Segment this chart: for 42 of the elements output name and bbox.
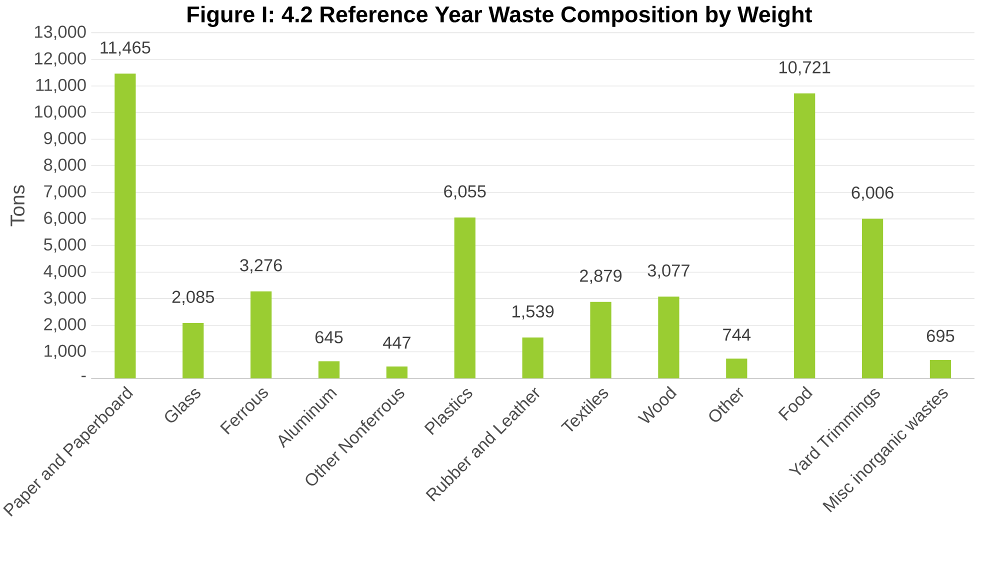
y-tick-label: 1,000 (44, 344, 86, 359)
y-tick-label: 7,000 (44, 185, 86, 200)
y-tick-label: 3,000 (44, 292, 86, 306)
y-tick-label: 11,000 (36, 78, 86, 94)
data-label: 2,085 (172, 290, 214, 306)
bar (454, 217, 476, 378)
bar (182, 322, 204, 378)
bar (522, 338, 544, 378)
y-tick-label: 13,000 (35, 26, 86, 40)
data-label: 6,006 (852, 186, 894, 201)
y-tick-label: 10,000 (35, 105, 86, 120)
data-label: 2,879 (580, 270, 622, 284)
bar (658, 296, 680, 378)
y-tick-label: 4,000 (44, 264, 86, 280)
y-tick-label: 8,000 (44, 158, 86, 173)
y-axis-title: Tons (10, 185, 25, 226)
data-label: 10,721 (779, 61, 830, 76)
y-tick-label: 9,000 (44, 132, 86, 146)
data-label: 1,539 (512, 305, 554, 320)
data-label: 6,055 (444, 185, 486, 200)
bar (862, 218, 884, 378)
bar (590, 302, 612, 378)
y-tick-label: 12,000 (35, 52, 86, 67)
bar (726, 358, 748, 378)
bar (930, 360, 952, 378)
data-label: 695 (926, 330, 954, 342)
y-tick-label: - (82, 376, 86, 378)
bar (250, 291, 272, 378)
data-label: 11,465 (100, 41, 150, 56)
data-label: 3,276 (240, 259, 282, 274)
bar (386, 366, 408, 378)
data-label: 645 (315, 331, 343, 344)
data-label: 3,077 (648, 264, 690, 279)
bar (114, 74, 136, 378)
bar (318, 361, 340, 378)
y-tick-label: 2,000 (44, 318, 86, 332)
y-tick-label: 5,000 (44, 238, 86, 253)
y-tick-label: 6,000 (44, 212, 86, 226)
data-label: 744 (723, 328, 751, 341)
bar (794, 93, 816, 378)
chart-title: Figure I: 4.2 Reference Year Waste Composition by Weight (188, 6, 812, 27)
data-label: 447 (382, 336, 410, 349)
